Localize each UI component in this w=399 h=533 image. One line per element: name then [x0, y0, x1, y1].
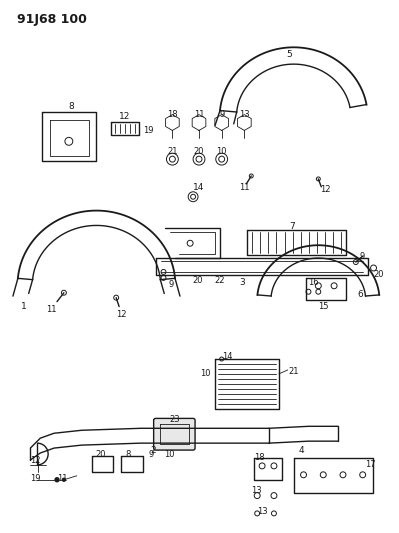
Text: 17: 17: [365, 460, 375, 469]
FancyBboxPatch shape: [154, 418, 195, 450]
Text: 13: 13: [251, 486, 262, 495]
Text: 20: 20: [95, 450, 106, 459]
Text: 14: 14: [193, 183, 204, 192]
Text: 20: 20: [373, 270, 384, 279]
Text: 11: 11: [239, 183, 250, 192]
Text: 21: 21: [167, 147, 178, 156]
Text: 11: 11: [194, 110, 204, 119]
Text: 8: 8: [69, 102, 75, 111]
Text: 9: 9: [168, 280, 174, 289]
Text: 10: 10: [164, 450, 175, 459]
Text: 20: 20: [194, 147, 204, 156]
Text: 11: 11: [46, 304, 57, 313]
Text: 3: 3: [239, 278, 245, 287]
Text: 10: 10: [216, 147, 227, 156]
Text: 4: 4: [298, 446, 304, 455]
Text: 5: 5: [286, 50, 292, 59]
Text: 19: 19: [30, 474, 41, 483]
Text: 9: 9: [360, 252, 365, 261]
Text: 10: 10: [200, 369, 211, 378]
Text: 9: 9: [219, 110, 224, 119]
Text: 16: 16: [308, 278, 319, 287]
Text: 19: 19: [143, 126, 153, 135]
Circle shape: [55, 478, 59, 482]
Text: 8: 8: [125, 450, 130, 459]
Text: 13: 13: [257, 507, 268, 516]
Text: 14: 14: [222, 352, 232, 361]
Text: 12: 12: [116, 310, 126, 319]
Text: 20: 20: [192, 276, 203, 285]
Text: 12: 12: [320, 185, 331, 194]
Text: 6: 6: [358, 290, 363, 299]
Text: 23: 23: [169, 415, 180, 424]
Text: 7: 7: [289, 222, 294, 231]
Text: 91J68 100: 91J68 100: [17, 13, 87, 26]
Text: 15: 15: [318, 302, 329, 311]
Text: 9: 9: [149, 450, 154, 459]
Text: 2: 2: [151, 446, 156, 455]
Text: 1: 1: [20, 302, 26, 311]
Text: 12: 12: [30, 456, 41, 465]
Text: 18: 18: [254, 453, 265, 462]
Circle shape: [62, 478, 65, 481]
Text: 12: 12: [119, 111, 130, 120]
Text: 11: 11: [57, 474, 67, 483]
Text: 18: 18: [167, 110, 178, 119]
Text: 21: 21: [289, 367, 299, 376]
Text: 13: 13: [239, 110, 250, 119]
Text: 22: 22: [215, 276, 225, 285]
